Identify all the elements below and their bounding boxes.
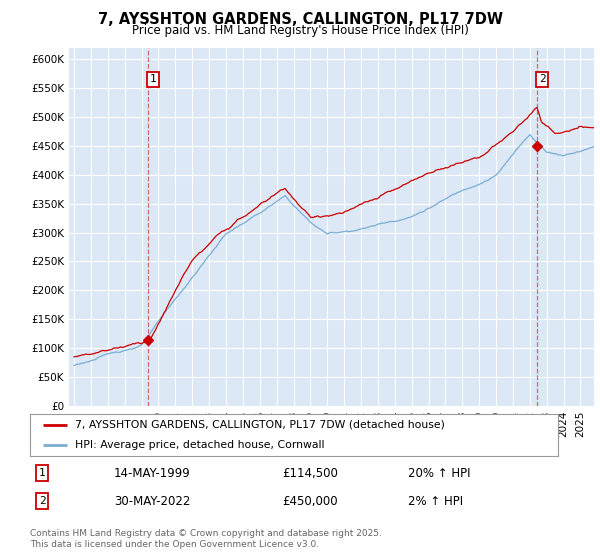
Text: 14-MAY-1999: 14-MAY-1999	[114, 466, 191, 480]
Text: 2: 2	[539, 74, 545, 85]
Text: 2: 2	[38, 496, 46, 506]
Text: 20% ↑ HPI: 20% ↑ HPI	[408, 466, 470, 480]
Text: 1: 1	[149, 74, 156, 85]
Text: 1: 1	[38, 468, 46, 478]
Text: HPI: Average price, detached house, Cornwall: HPI: Average price, detached house, Corn…	[75, 440, 325, 450]
Text: 30-MAY-2022: 30-MAY-2022	[114, 494, 190, 508]
Text: Price paid vs. HM Land Registry's House Price Index (HPI): Price paid vs. HM Land Registry's House …	[131, 24, 469, 36]
Text: Contains HM Land Registry data © Crown copyright and database right 2025.
This d: Contains HM Land Registry data © Crown c…	[30, 529, 382, 549]
Text: 7, AYSSHTON GARDENS, CALLINGTON, PL17 7DW (detached house): 7, AYSSHTON GARDENS, CALLINGTON, PL17 7D…	[75, 420, 445, 430]
Text: £450,000: £450,000	[282, 494, 338, 508]
Text: 2% ↑ HPI: 2% ↑ HPI	[408, 494, 463, 508]
Text: £114,500: £114,500	[282, 466, 338, 480]
Text: 7, AYSSHTON GARDENS, CALLINGTON, PL17 7DW: 7, AYSSHTON GARDENS, CALLINGTON, PL17 7D…	[97, 12, 503, 27]
